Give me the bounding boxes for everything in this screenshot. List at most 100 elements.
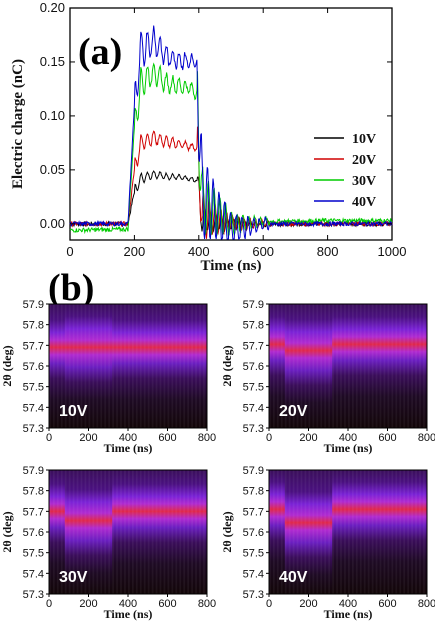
heatmap-streak (407, 470, 410, 594)
heatmap-streak (399, 470, 402, 594)
heatmap-streak (269, 470, 271, 594)
x-tick-label: 0 (266, 432, 272, 444)
heatmap-streak (379, 470, 382, 594)
y-tick-label: 57.4 (23, 568, 44, 580)
heatmap-streak (159, 304, 162, 428)
heatmap-streak (195, 470, 197, 594)
heatmap-streak (68, 304, 71, 428)
heatmap-streak (128, 470, 130, 594)
heatmap-streak (371, 304, 374, 428)
y-tick-label: 57.3 (23, 589, 44, 601)
heatmap-streak (387, 470, 390, 594)
x-tick-label: 400 (339, 432, 357, 444)
heatmap-streak (124, 304, 126, 428)
panel-b-heatmaps: 0 200 400 600 800 57.3 57.4 57.5 57.6 57.7 57.8 57.… (0, 299, 435, 621)
x-tick-label: 400 (119, 598, 137, 610)
heatmap-streak (143, 470, 146, 594)
heatmap-streak (391, 304, 394, 428)
heatmap-streak (64, 304, 67, 428)
heatmap-streak (84, 304, 87, 428)
x-tick-label: 400 (119, 432, 137, 444)
heatmap-streak (411, 470, 413, 594)
voltage-label-40V: 40V (279, 569, 308, 586)
x-axis-title: Time (ns) (324, 607, 373, 621)
heatmap-streak (300, 470, 303, 594)
heatmap-streak (308, 470, 311, 594)
x-tick-label: 1000 (378, 244, 407, 259)
heatmap-streak (367, 304, 370, 428)
panel-a-line-chart: 0 200 400 600 800 1000 0.00 0.05 0.10 0.15 0.20 (… (10, 0, 406, 274)
y-axis-title-a: Electric charge (nC) (10, 59, 26, 189)
heatmap-streak (139, 304, 142, 428)
heatmap-streak (340, 470, 342, 594)
heatmap-streak (155, 470, 158, 594)
heatmap-streak (415, 304, 417, 428)
heatmap-streak (320, 470, 323, 594)
y-tick-label: 57.8 (23, 486, 44, 498)
y-tick-label: 0.05 (40, 162, 65, 177)
heatmap-streak (171, 304, 174, 428)
heatmap-panel-20V: 0 200 400 600 800 57.3 57.4 57.5 57.6 57.7 57.8 57.… (220, 299, 435, 455)
heatmap-panel-10V: 0 200 400 600 800 57.3 57.4 57.5 57.6 57.7 57.8 57.… (0, 299, 216, 455)
heatmap-streak (324, 304, 327, 428)
x-tick-label: 200 (79, 432, 97, 444)
heatmap-streak (76, 470, 79, 594)
heatmap-streak (199, 470, 201, 594)
heatmap-streak (395, 304, 398, 428)
heatmap-streak (108, 304, 111, 428)
heatmap-streak (84, 470, 87, 594)
heatmap-streak (163, 470, 166, 594)
heatmap-streak (269, 304, 271, 428)
heatmap-streak (336, 470, 338, 594)
heatmap-streak (120, 470, 122, 594)
heatmap-streak (363, 470, 366, 594)
y-tick-label: 57.7 (23, 340, 44, 352)
heatmap-streak (52, 304, 55, 428)
heatmap-streak (411, 304, 413, 428)
heatmap-streak (407, 304, 410, 428)
x-tick-label: 400 (339, 598, 357, 610)
heatmap-streak (52, 470, 55, 594)
heatmap-streak (419, 304, 421, 428)
y-tick-label: 57.4 (243, 402, 264, 414)
heatmap-shift-region (64, 470, 113, 594)
legend-label-40V: 40V (352, 195, 376, 210)
heatmap-streak (88, 470, 91, 594)
heatmap-streak (284, 470, 287, 594)
y-tick-label: 57.9 (23, 299, 44, 311)
y-tick-label: 57.9 (23, 465, 44, 477)
heatmap-streak (359, 470, 362, 594)
heatmap-streak (92, 304, 95, 428)
heatmap-streak (316, 470, 319, 594)
x-tick-label: 0 (266, 598, 272, 610)
heatmap-streak (131, 304, 134, 428)
heatmap-streak (128, 304, 130, 428)
heatmap-streak (324, 470, 327, 594)
y-tick-label: 57.4 (23, 402, 44, 414)
heatmap-streak (60, 304, 63, 428)
heatmap-streak (276, 304, 279, 428)
heatmap-streak (179, 470, 182, 594)
heatmap-streak (423, 304, 425, 428)
heatmap-streak (183, 470, 186, 594)
y-tick-label: 57.3 (23, 423, 44, 435)
heatmap-streak (191, 304, 193, 428)
heatmap-streak (56, 470, 59, 594)
heatmap-streak (88, 304, 91, 428)
heatmap-streak (155, 304, 158, 428)
x-axis-title: Time (ns) (104, 607, 153, 621)
heatmap-streak (379, 304, 382, 428)
heatmap-streak (351, 470, 354, 594)
heatmap-streak (292, 470, 295, 594)
heatmap-streak (151, 470, 154, 594)
heatmap-streak (332, 470, 334, 594)
heatmap-streak (308, 304, 311, 428)
heatmap-streak (355, 304, 358, 428)
legend-label-20V: 20V (352, 153, 376, 168)
heatmap-streak (171, 470, 174, 594)
heatmap-streak (96, 470, 99, 594)
heatmap-streak (68, 470, 71, 594)
heatmap-shift-region (284, 470, 333, 594)
x-tick-label: 0 (46, 598, 52, 610)
x-tick-label: 800 (317, 244, 339, 259)
